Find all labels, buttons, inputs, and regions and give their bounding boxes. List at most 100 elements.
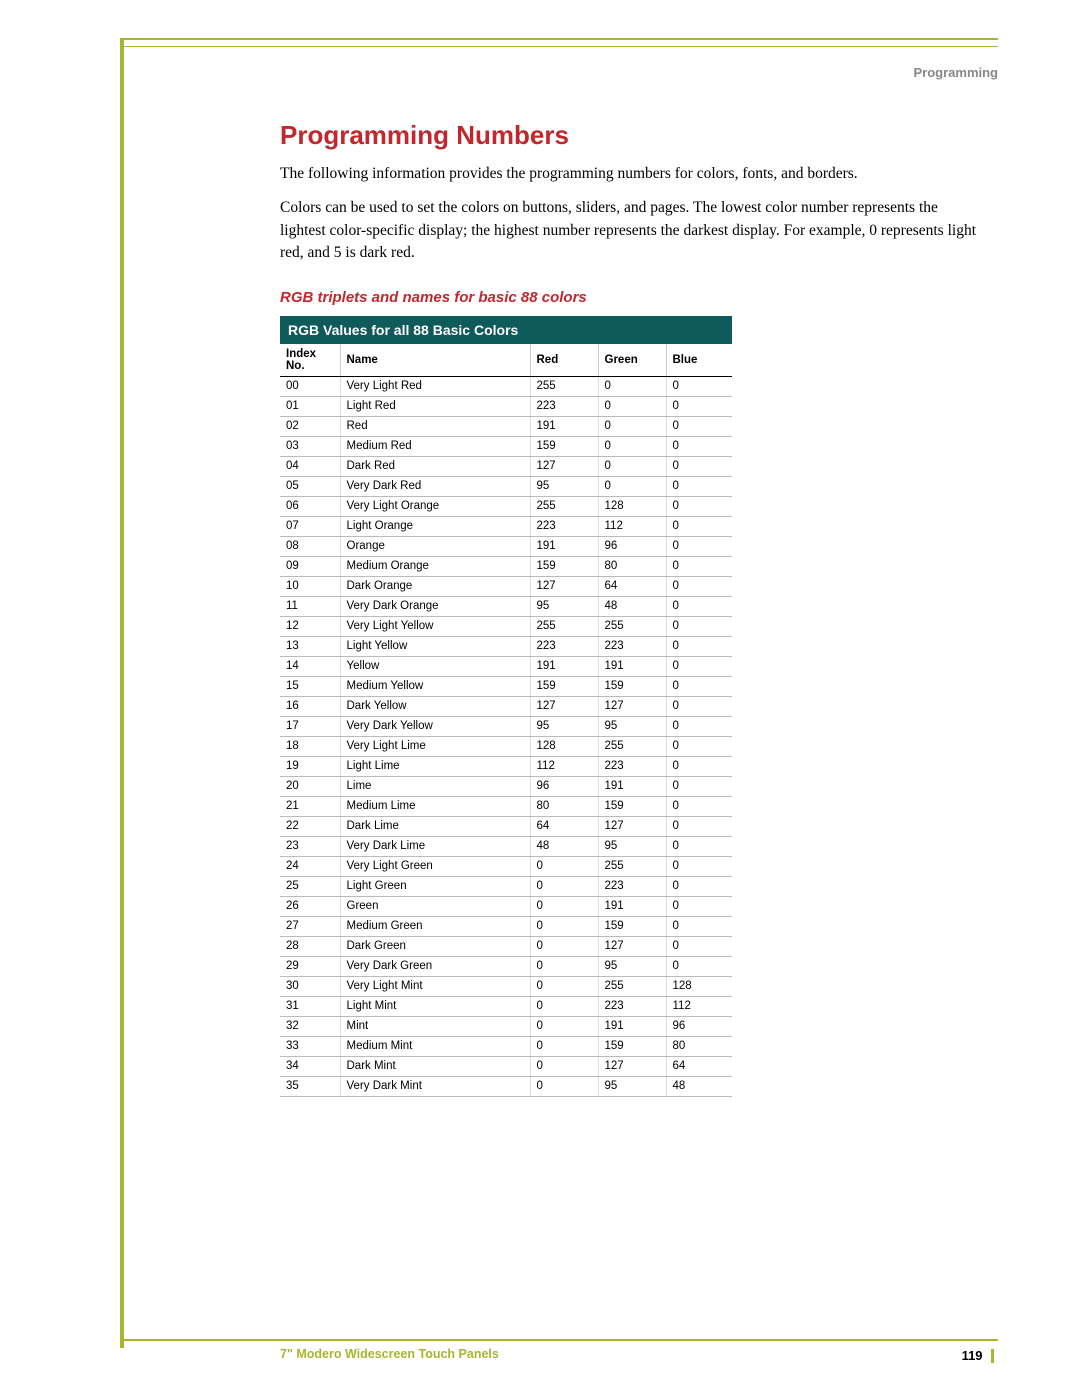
table-row: 04Dark Red12700 [280, 456, 732, 476]
cell-blue: 64 [666, 1056, 732, 1076]
cell-name: Dark Mint [340, 1056, 530, 1076]
table-row: 31Light Mint0223112 [280, 996, 732, 1016]
cell-blue: 0 [666, 516, 732, 536]
footer-doc-title: 7" Modero Widescreen Touch Panels [280, 1347, 499, 1365]
cell-red: 64 [530, 816, 598, 836]
cell-green: 159 [598, 796, 666, 816]
intro-para-1: The following information provides the p… [280, 163, 978, 185]
cell-red: 127 [530, 576, 598, 596]
cell-index: 04 [280, 456, 340, 476]
table-row: 20Lime961910 [280, 776, 732, 796]
table-row: 30Very Light Mint0255128 [280, 976, 732, 996]
cell-green: 95 [598, 836, 666, 856]
table-row: 06Very Light Orange2551280 [280, 496, 732, 516]
cell-blue: 0 [666, 656, 732, 676]
cell-index: 08 [280, 536, 340, 556]
table-row: 03Medium Red15900 [280, 436, 732, 456]
cell-index: 33 [280, 1036, 340, 1056]
col-header-blue: Blue [666, 344, 732, 377]
cell-red: 0 [530, 976, 598, 996]
cell-green: 127 [598, 816, 666, 836]
cell-index: 10 [280, 576, 340, 596]
top-rule-thick [120, 38, 998, 40]
cell-name: Very Dark Orange [340, 596, 530, 616]
col-header-green: Green [598, 344, 666, 377]
cell-index: 00 [280, 376, 340, 396]
table-row: 15Medium Yellow1591590 [280, 676, 732, 696]
cell-index: 19 [280, 756, 340, 776]
cell-green: 255 [598, 616, 666, 636]
intro-para-2: Colors can be used to set the colors on … [280, 197, 978, 264]
table-row: 24Very Light Green02550 [280, 856, 732, 876]
cell-name: Lime [340, 776, 530, 796]
cell-green: 112 [598, 516, 666, 536]
table-row: 01Light Red22300 [280, 396, 732, 416]
cell-name: Very Dark Red [340, 476, 530, 496]
footer-rule [120, 1339, 998, 1341]
cell-blue: 128 [666, 976, 732, 996]
cell-name: Dark Lime [340, 816, 530, 836]
col-header-red: Red [530, 344, 598, 377]
cell-red: 159 [530, 676, 598, 696]
cell-index: 22 [280, 816, 340, 836]
table-title: RGB Values for all 88 Basic Colors [280, 316, 732, 344]
cell-red: 223 [530, 636, 598, 656]
table-row: 05Very Dark Red9500 [280, 476, 732, 496]
cell-red: 223 [530, 516, 598, 536]
page-title: Programming Numbers [280, 120, 978, 151]
cell-index: 15 [280, 676, 340, 696]
cell-red: 0 [530, 996, 598, 1016]
cell-blue: 0 [666, 836, 732, 856]
cell-index: 26 [280, 896, 340, 916]
cell-blue: 0 [666, 476, 732, 496]
cell-green: 255 [598, 976, 666, 996]
cell-red: 0 [530, 1076, 598, 1096]
cell-index: 31 [280, 996, 340, 1016]
cell-blue: 0 [666, 876, 732, 896]
cell-name: Medium Orange [340, 556, 530, 576]
cell-red: 80 [530, 796, 598, 816]
cell-red: 255 [530, 496, 598, 516]
cell-red: 48 [530, 836, 598, 856]
cell-blue: 0 [666, 956, 732, 976]
cell-green: 95 [598, 1076, 666, 1096]
col-header-name: Name [340, 344, 530, 377]
cell-green: 127 [598, 696, 666, 716]
table-row: 32Mint019196 [280, 1016, 732, 1036]
cell-green: 95 [598, 956, 666, 976]
cell-green: 0 [598, 396, 666, 416]
table-row: 14Yellow1911910 [280, 656, 732, 676]
table-row: 11Very Dark Orange95480 [280, 596, 732, 616]
table-row: 08Orange191960 [280, 536, 732, 556]
cell-index: 13 [280, 636, 340, 656]
subheading: RGB triplets and names for basic 88 colo… [280, 289, 978, 306]
cell-green: 0 [598, 456, 666, 476]
cell-name: Medium Yellow [340, 676, 530, 696]
cell-name: Mint [340, 1016, 530, 1036]
cell-green: 95 [598, 716, 666, 736]
cell-index: 06 [280, 496, 340, 516]
cell-green: 191 [598, 656, 666, 676]
table-header-row: Index No. Name Red Green Blue [280, 344, 732, 377]
cell-red: 96 [530, 776, 598, 796]
cell-name: Very Light Green [340, 856, 530, 876]
table-row: 10Dark Orange127640 [280, 576, 732, 596]
cell-red: 0 [530, 1036, 598, 1056]
footer-tick-icon [991, 1349, 994, 1363]
table-row: 23Very Dark Lime48950 [280, 836, 732, 856]
cell-index: 18 [280, 736, 340, 756]
cell-index: 05 [280, 476, 340, 496]
cell-blue: 0 [666, 676, 732, 696]
cell-name: Dark Green [340, 936, 530, 956]
cell-blue: 0 [666, 576, 732, 596]
cell-index: 23 [280, 836, 340, 856]
table-title-row: RGB Values for all 88 Basic Colors [280, 316, 732, 344]
cell-green: 223 [598, 996, 666, 1016]
cell-blue: 0 [666, 776, 732, 796]
cell-name: Light Yellow [340, 636, 530, 656]
cell-red: 223 [530, 396, 598, 416]
cell-index: 28 [280, 936, 340, 956]
cell-name: Medium Mint [340, 1036, 530, 1056]
cell-red: 0 [530, 916, 598, 936]
cell-index: 24 [280, 856, 340, 876]
